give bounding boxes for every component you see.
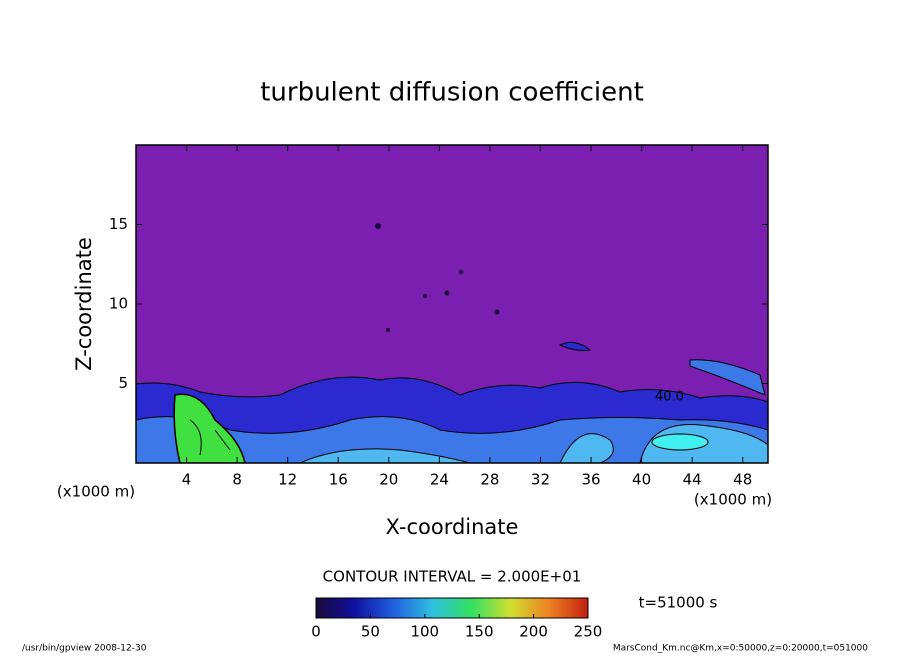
x-tick-label: 28 (480, 471, 499, 489)
x-unit-label: (x1000 m) (694, 491, 772, 509)
contour-interval: CONTOUR INTERVAL = 2.000E+01 (323, 568, 582, 586)
colorbar-tick-label: 0 (311, 623, 321, 641)
x-tick-label: 36 (581, 471, 600, 489)
contour-label: 40.0 (655, 390, 684, 405)
time-label: t=51000 s (639, 594, 718, 612)
x-tick-label: 24 (430, 471, 449, 489)
y-tick-label: 10 (109, 295, 128, 313)
colorbar-tick-label: 50 (361, 623, 380, 641)
x-tick-label: 40 (632, 471, 651, 489)
y-tick-label: 5 (118, 374, 128, 392)
y-tick-label: 15 (109, 215, 128, 233)
colorbar-tick-label: 250 (574, 623, 603, 641)
x-tick-label: 44 (683, 471, 702, 489)
x-tick-label: 12 (278, 471, 297, 489)
footer-right: MarsCond_Km.nc@Km,x=0:50000,z=0:20000,t=… (613, 644, 868, 654)
colorbar (315, 597, 589, 619)
x-axis-label: X-coordinate (386, 515, 519, 539)
x-tick-label: 16 (329, 471, 348, 489)
colorbar-tick-label: 100 (410, 623, 439, 641)
contour-field: 40.0 (136, 145, 768, 463)
footer-left: /usr/bin/gpview 2008-12-30 (22, 644, 147, 654)
x-tick-label: 20 (379, 471, 398, 489)
x-tick-label: 4 (182, 471, 192, 489)
x-unit-label: (x1000 m) (57, 483, 135, 501)
x-tick-label: 8 (232, 471, 242, 489)
x-tick-label: 32 (531, 471, 550, 489)
y-axis-label: Z-coordinate (72, 237, 96, 371)
x-tick-label: 48 (733, 471, 752, 489)
chart-title: turbulent diffusion coefficient (260, 78, 644, 108)
colorbar-tick-label: 200 (519, 623, 548, 641)
colorbar-tick-label: 150 (465, 623, 494, 641)
